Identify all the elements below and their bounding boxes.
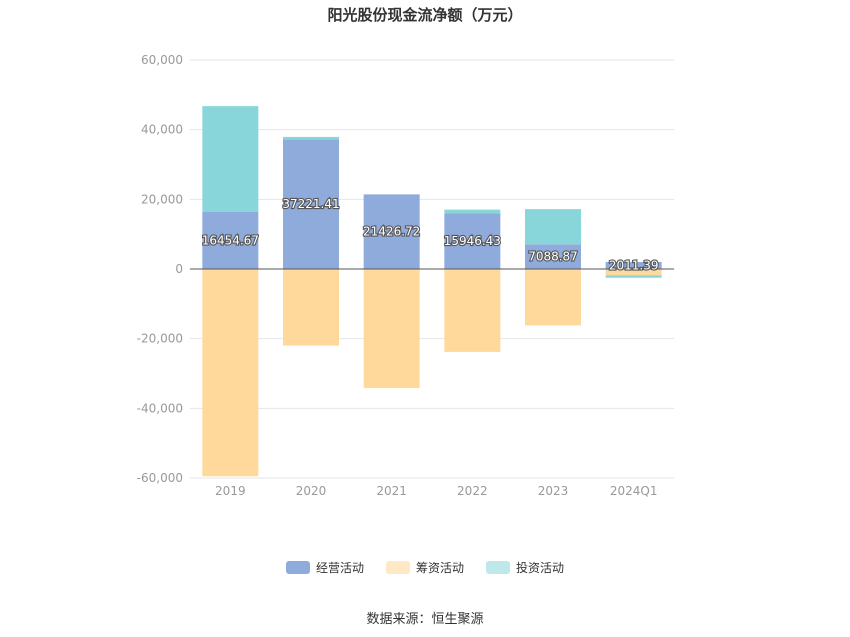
grid-lines: [190, 59, 674, 479]
legend-swatch: [486, 561, 510, 574]
bar-investing-2019: [202, 106, 259, 212]
bar-financing-2019: [202, 269, 259, 477]
bar-operating-2024Q1: [605, 261, 662, 269]
bar-financing-2023: [525, 269, 581, 326]
zero-line: [190, 268, 674, 479]
legend-swatch: [385, 561, 410, 574]
y-tick-label: -20,000: [137, 332, 183, 346]
data-source: 数据来源：恒生聚源: [366, 612, 484, 627]
y-tick-label: -60,000: [137, 471, 183, 485]
bar-operating-2022: [444, 213, 501, 269]
x-tick-label: 2024Q1: [610, 484, 658, 498]
data-label-operating: 15946.43: [444, 234, 501, 248]
y-tick-label: 40,000: [141, 123, 183, 137]
bar-financing-2022: [444, 269, 501, 352]
x-tick-label: 2019: [215, 484, 246, 498]
y-tick-label: 20,000: [141, 192, 183, 206]
data-label-operating: 2011.39: [609, 258, 659, 272]
legend: 经营活动 筹资活动 投资活动: [0, 559, 850, 576]
legend-label: 经营活动: [315, 561, 364, 575]
y-tick-label: 0: [175, 262, 183, 276]
data-label-operating: 16454.67: [202, 233, 259, 247]
bar-investing-2022: [444, 209, 501, 214]
legend-label: 筹资活动: [415, 561, 464, 575]
x-tick-label: 2023: [538, 484, 569, 498]
bar-operating-2020: [283, 139, 339, 269]
x-axis-ticks: 2019 2020 2021 2022 2023 2024Q1: [215, 484, 657, 498]
bar-investing-2024Q1: [605, 275, 662, 278]
y-axis-ticks: 60,000 40,000 20,000 0 -20,000 -40,000 -60,000: [137, 53, 183, 485]
legend-item-operating[interactable]: 经营活动: [285, 559, 364, 576]
x-tick-label: 2020: [296, 484, 327, 498]
bar-financing-2020: [283, 269, 339, 346]
bar-operating-2019: [202, 211, 259, 269]
legend-item-financing[interactable]: 筹资活动: [385, 559, 464, 576]
bar-investing-2020: [283, 136, 339, 140]
legend-swatch: [285, 561, 310, 574]
data-label-operating: 21426.72: [363, 225, 420, 239]
x-tick-label: 2021: [376, 484, 407, 498]
bar-investing-2023: [525, 209, 581, 245]
bar-financing-2024Q1: [605, 269, 662, 276]
legend-item-investing[interactable]: 投资活动: [486, 559, 564, 576]
data-label-operating: 7088.87: [528, 250, 578, 264]
bar-operating-2021: [363, 194, 420, 269]
bars: [202, 106, 662, 477]
chart-title: 阳光股份现金流净额（万元）: [327, 6, 523, 24]
y-tick-label: -40,000: [137, 401, 183, 415]
data-label-operating: 37221.41: [282, 197, 339, 211]
x-tick-label: 2022: [457, 484, 488, 498]
bar-financing-2021: [363, 269, 420, 389]
bar-operating-2023: [525, 244, 581, 269]
legend-label: 投资活动: [516, 561, 565, 575]
y-tick-label: 60,000: [141, 53, 183, 67]
data-labels: 16454.67 37221.41 21426.72 15946.43 7088.87 2…: [201, 196, 660, 274]
